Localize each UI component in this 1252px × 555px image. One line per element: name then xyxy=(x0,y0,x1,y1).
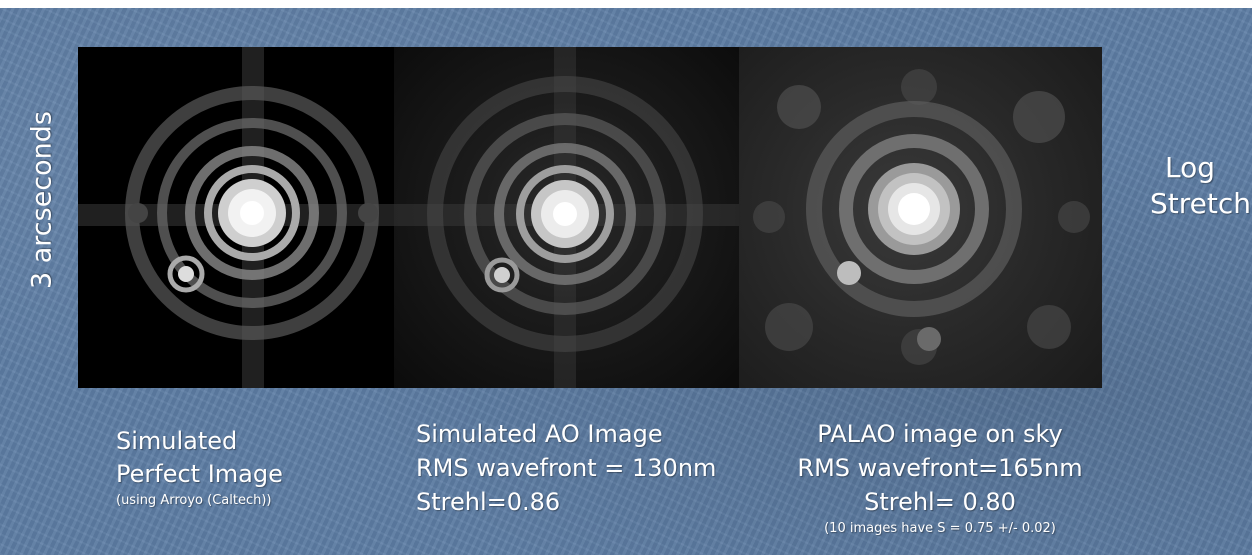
stretch-label-line-2: Stretch xyxy=(1150,187,1251,220)
palao-sky-image xyxy=(739,47,1102,388)
caption-palao-line-1: PALAO image on sky xyxy=(817,420,1063,448)
perfect-psf-image xyxy=(78,47,394,388)
caption-ao-line-2: RMS wavefront = 130nm xyxy=(416,454,717,482)
caption-perfect-line-1: Simulated xyxy=(116,427,238,455)
caption-perfect-image: Simulated Perfect Image (using Arroyo (C… xyxy=(116,425,283,511)
caption-palao-image: PALAO image on sky RMS wavefront=165nm S… xyxy=(795,417,1085,539)
psf-image-strip xyxy=(78,47,1102,388)
caption-ao-line-1: Simulated AO Image xyxy=(416,420,663,448)
caption-ao-line-3: Strehl=0.86 xyxy=(416,488,561,516)
caption-perfect-line-2: Perfect Image xyxy=(116,460,283,488)
simulated-ao-image xyxy=(394,47,739,388)
caption-palao-line-2: RMS wavefront=165nm xyxy=(797,454,1083,482)
stretch-label: Log Stretch xyxy=(1150,150,1251,222)
top-bar xyxy=(0,0,1252,8)
stretch-label-line-1: Log xyxy=(1164,151,1215,184)
caption-palao-line-3: Strehl= 0.80 xyxy=(864,488,1016,516)
caption-palao-note: (10 images have S = 0.75 +/- 0.02) xyxy=(824,521,1056,536)
scale-label: 3 arcseconds xyxy=(26,110,58,290)
caption-ao-image: Simulated AO Image RMS wavefront = 130nm… xyxy=(416,417,716,519)
caption-perfect-note: (using Arroyo (Caltech)) xyxy=(116,493,272,508)
